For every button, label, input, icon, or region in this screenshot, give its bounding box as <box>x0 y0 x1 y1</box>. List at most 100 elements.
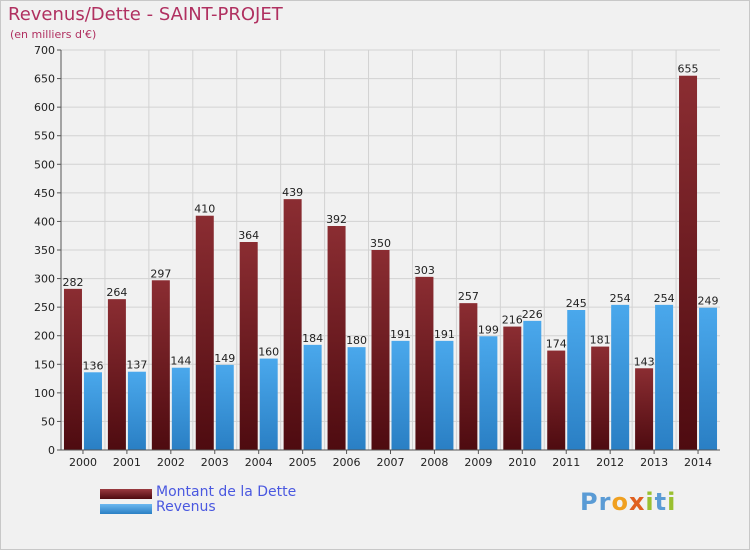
y-tick-label: 550 <box>34 130 55 143</box>
x-tick-label: 2001 <box>113 456 141 469</box>
data-label-revenue: 180 <box>346 334 367 347</box>
bar-debt <box>151 280 170 450</box>
y-tick-label: 0 <box>48 444 55 457</box>
data-label-revenue: 199 <box>478 323 499 336</box>
data-label-debt: 303 <box>414 264 435 277</box>
bar-debt <box>239 242 258 450</box>
logo-letter: P <box>580 488 599 516</box>
x-tick-label: 2011 <box>552 456 580 469</box>
y-tick-label: 150 <box>34 358 55 371</box>
data-label-revenue: 144 <box>170 355 191 368</box>
data-label-revenue: 184 <box>302 332 323 345</box>
bar-revenue <box>83 372 102 450</box>
y-tick-label: 200 <box>34 330 55 343</box>
x-tick-label: 2005 <box>289 456 317 469</box>
chart-title: Revenus/Dette - SAINT-PROJET <box>8 4 283 25</box>
bar-debt <box>415 276 434 450</box>
data-label-revenue: 254 <box>654 292 675 305</box>
data-label-revenue: 137 <box>126 359 147 372</box>
data-label-revenue: 249 <box>698 295 719 308</box>
bar-debt <box>503 326 522 450</box>
x-tick-label: 2007 <box>377 456 405 469</box>
data-label-debt: 350 <box>370 237 391 250</box>
x-tick-label: 2008 <box>420 456 448 469</box>
logo-letter: r <box>598 488 612 516</box>
data-label-debt: 297 <box>150 267 171 280</box>
bar-debt <box>635 368 654 450</box>
data-label-revenue: 254 <box>610 292 631 305</box>
bar-revenue <box>479 336 498 450</box>
x-tick-label: 2013 <box>640 456 668 469</box>
y-tick-label: 450 <box>34 187 55 200</box>
x-tick-label: 2000 <box>69 456 97 469</box>
x-tick-label: 2010 <box>508 456 536 469</box>
logo-letter: t <box>654 488 668 516</box>
x-tick-label: 2003 <box>201 456 229 469</box>
legend-swatch-revenue <box>100 504 152 514</box>
data-label-debt: 364 <box>238 229 259 242</box>
data-label-revenue: 226 <box>522 308 543 321</box>
bar-revenue <box>435 340 454 450</box>
logo-letter: o <box>611 488 629 516</box>
data-label-revenue: 191 <box>434 328 455 341</box>
y-tick-label: 650 <box>34 73 55 86</box>
x-tick-label: 2012 <box>596 456 624 469</box>
logo-letter: x <box>628 488 646 516</box>
bar-revenue <box>347 347 366 450</box>
data-label-revenue: 245 <box>566 297 587 310</box>
bar-debt <box>195 215 214 450</box>
x-tick-label: 2006 <box>333 456 361 469</box>
proxiti-logo: Proxiti <box>580 488 676 516</box>
bar-debt <box>283 199 302 450</box>
data-label-debt: 264 <box>106 286 127 299</box>
y-tick-label: 400 <box>34 215 55 228</box>
bar-debt <box>63 288 82 450</box>
chart-subtitle: (en milliers d'€) <box>10 28 97 41</box>
y-tick-label: 600 <box>34 101 55 114</box>
bar-revenue <box>303 344 322 450</box>
bar-revenue <box>523 320 542 450</box>
y-tick-label: 250 <box>34 301 55 314</box>
x-tick-label: 2009 <box>464 456 492 469</box>
bar-debt <box>371 250 390 450</box>
legend-label-revenue: Revenus <box>156 499 216 515</box>
bar-revenue <box>699 307 718 450</box>
data-label-debt: 439 <box>282 186 303 199</box>
bar-debt <box>459 303 478 450</box>
legend-label-debt: Montant de la Dette <box>156 484 297 500</box>
data-label-debt: 216 <box>502 314 523 327</box>
bar-revenue <box>127 371 146 450</box>
bar-revenue <box>215 364 234 450</box>
legend-swatch-debt <box>100 489 152 499</box>
bar-revenue <box>611 304 630 450</box>
bar-debt <box>591 346 610 450</box>
data-label-debt: 257 <box>458 290 479 303</box>
y-tick-label: 300 <box>34 273 55 286</box>
bar-debt <box>107 299 126 450</box>
data-label-debt: 143 <box>634 355 655 368</box>
data-label-revenue: 160 <box>258 346 279 359</box>
bar-revenue <box>655 304 674 450</box>
bar-debt <box>679 75 698 450</box>
x-tick-label: 2004 <box>245 456 273 469</box>
y-tick-label: 50 <box>41 415 55 428</box>
data-label-debt: 410 <box>194 203 215 216</box>
bar-revenue <box>391 340 410 450</box>
logo-letter: i <box>667 488 677 516</box>
logo-letter: i <box>645 488 655 516</box>
bar-revenue <box>259 358 278 450</box>
data-label-debt: 174 <box>546 338 567 351</box>
data-label-revenue: 191 <box>390 328 411 341</box>
data-label-revenue: 149 <box>214 352 235 365</box>
data-label-debt: 181 <box>590 334 611 347</box>
x-tick-label: 2014 <box>684 456 712 469</box>
y-tick-label: 350 <box>34 244 55 257</box>
y-tick-label: 100 <box>34 387 55 400</box>
bar-revenue <box>567 310 586 450</box>
x-tick-label: 2002 <box>157 456 185 469</box>
data-label-debt: 282 <box>62 276 83 289</box>
data-label-debt: 392 <box>326 213 347 226</box>
data-label-revenue: 136 <box>82 359 103 372</box>
y-tick-label: 700 <box>34 44 55 57</box>
